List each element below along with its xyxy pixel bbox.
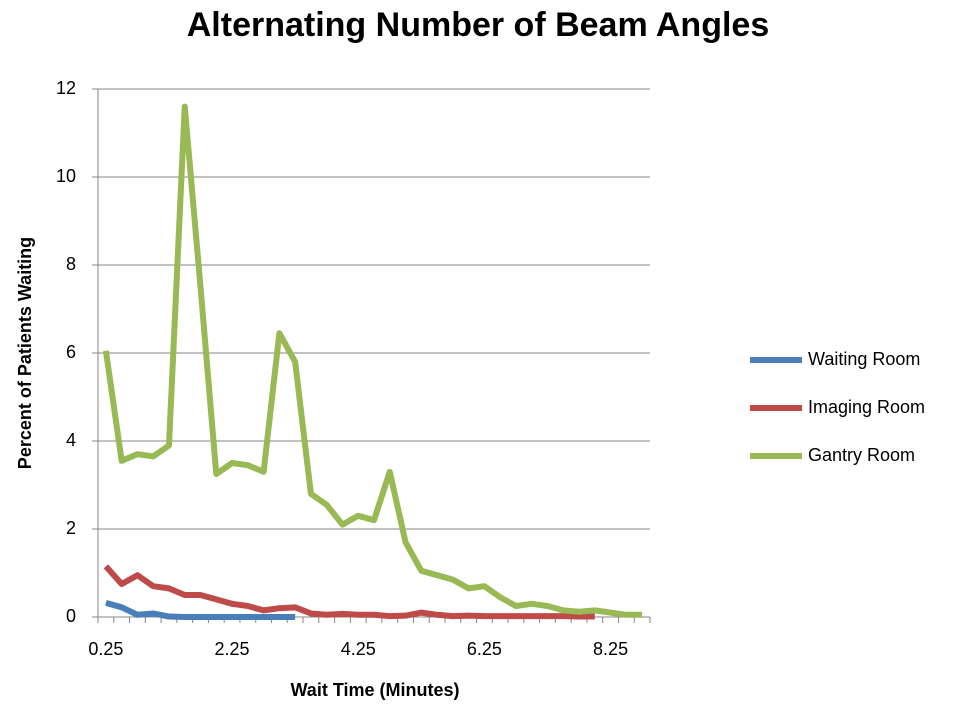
x-axis-label: Wait Time (Minutes) bbox=[290, 680, 459, 700]
legend-label: Imaging Room bbox=[808, 397, 925, 417]
x-tick-label: 6.25 bbox=[467, 639, 502, 659]
y-tick-label: 2 bbox=[66, 518, 76, 538]
x-tick-label: 4.25 bbox=[341, 639, 376, 659]
series-line bbox=[103, 564, 595, 620]
y-tick-label: 12 bbox=[56, 78, 76, 98]
y-tick-label: 6 bbox=[66, 342, 76, 362]
legend-label: Gantry Room bbox=[808, 445, 915, 465]
x-tick-label: 8.25 bbox=[593, 639, 628, 659]
y-tick-label: 0 bbox=[66, 606, 76, 626]
y-tick-label: 8 bbox=[66, 254, 76, 274]
x-tick-label: 0.25 bbox=[88, 639, 123, 659]
series-line bbox=[105, 600, 296, 620]
y-tick-label: 4 bbox=[66, 430, 76, 450]
y-axis-label: Percent of Patients Waiting bbox=[15, 237, 35, 469]
legend-label: Waiting Room bbox=[808, 349, 920, 369]
y-tick-label: 10 bbox=[56, 166, 76, 186]
chart-title: Alternating Number of Beam Angles bbox=[187, 6, 769, 44]
x-tick-label: 2.25 bbox=[215, 639, 250, 659]
series-line bbox=[102, 103, 643, 618]
